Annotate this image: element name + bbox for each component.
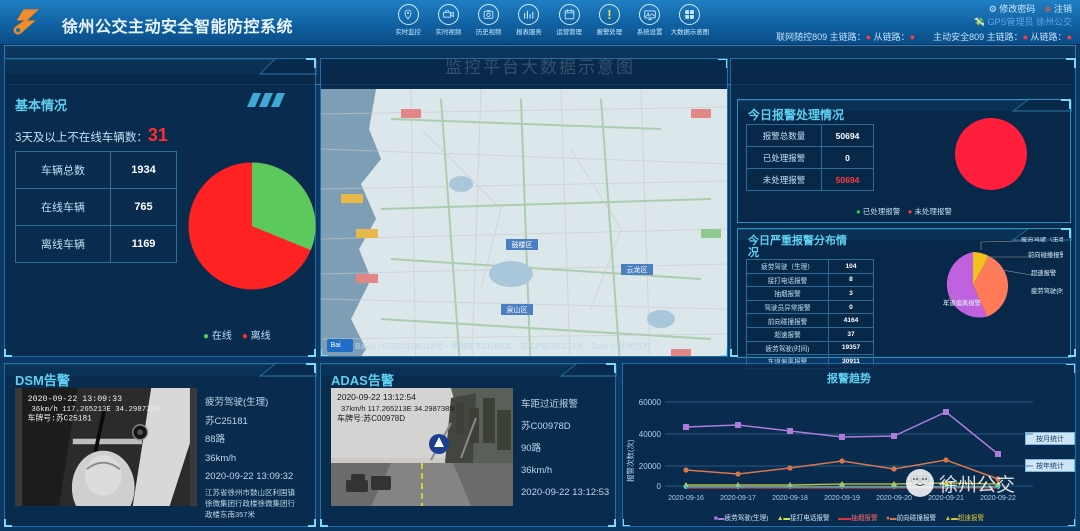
svg-text:疲劳驾驶(时间): 疲劳驾驶(时间)	[1031, 286, 1063, 295]
svg-text:37km/h 117.265213E 34.298738N: 37km/h 117.265213E 34.298738N	[341, 404, 455, 413]
svg-text:超速报警: 超速报警	[1031, 268, 1057, 277]
svg-text:车牌号:苏C00978D: 车牌号:苏C00978D	[337, 413, 405, 423]
svg-text:云龙区: 云龙区	[627, 265, 648, 274]
svg-text:鼓楼区: 鼓楼区	[512, 240, 533, 249]
svg-text:36km/h 117.265213E 34.298738N: 36km/h 117.265213E 34.298738N	[31, 406, 159, 414]
svg-text:40000: 40000	[639, 430, 662, 439]
svg-text:0: 0	[657, 482, 662, 491]
svg-text:车牌号:苏C25181: 车牌号:苏C25181	[28, 412, 92, 423]
svg-text:泉山区: 泉山区	[507, 305, 528, 314]
svg-text:2020-09-16: 2020-09-16	[668, 495, 704, 502]
svg-text:2020-09-18: 2020-09-18	[772, 495, 808, 502]
svg-text:2020-09-17: 2020-09-17	[720, 495, 756, 502]
svg-text:前向碰撞报警: 前向碰撞报警	[1028, 250, 1063, 259]
svg-text:2020-09-22 13:09:33: 2020-09-22 13:09:33	[28, 395, 122, 404]
svg-text:车道偏离报警: 车道偏离报警	[943, 298, 981, 307]
svg-text:报警次数(次): 报警次数(次)	[625, 439, 635, 482]
svg-text:2020-09-22 13:12:54: 2020-09-22 13:12:54	[337, 392, 416, 402]
svg-text:20000: 20000	[639, 462, 662, 471]
svg-text:60000: 60000	[639, 398, 662, 407]
svg-text:疲劳驾驶（生理）: 疲劳驾驶（生理）	[1021, 237, 1063, 243]
svg-text:2020-09-19: 2020-09-19	[824, 495, 860, 502]
